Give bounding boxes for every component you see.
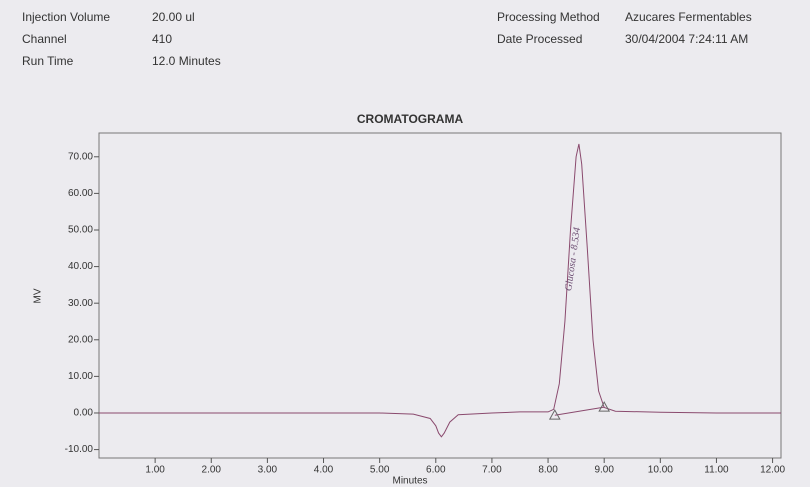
x-tick-label: 3.00 [258,465,278,476]
x-tick-label: 1.00 [145,465,165,476]
y-tick-label: -10.00 [65,444,94,455]
field-label: Run Time [22,54,74,68]
chart-title: CROMATOGRAMA [357,112,464,126]
signal-line [99,143,781,438]
x-tick-label: 2.00 [202,465,222,476]
x-axis-label: Minutes [392,476,427,487]
x-tick-label: 4.00 [314,465,334,476]
field-value: 12.0 Minutes [152,54,221,68]
x-tick-label: 9.00 [594,465,614,476]
y-tick-label: 70.00 [68,151,93,162]
x-tick-label: 10.00 [648,465,673,476]
y-tick-label: 50.00 [68,225,93,236]
y-axis-label: MV [33,288,44,303]
y-tick-label: 30.00 [68,298,93,309]
field-value: Azucares Fermentables [625,10,752,24]
integration-marker [598,401,611,412]
y-tick-label: 0.00 [74,408,94,419]
field-value: 410 [152,32,172,46]
field-value: 30/04/2004 7:24:11 AM [625,32,748,46]
field-label: Date Processed [497,32,582,46]
integration-baseline [554,406,605,416]
y-tick-label: 10.00 [68,371,93,382]
field-value: 20.00 ul [152,10,195,24]
integration-marker [548,409,561,420]
x-tick-label: 12.00 [760,465,785,476]
x-tick-label: 5.00 [370,465,390,476]
x-tick-label: 11.00 [704,465,729,476]
field-label: Processing Method [497,10,600,24]
y-tick-label: 20.00 [68,334,93,345]
x-tick-label: 7.00 [482,465,502,476]
y-tick-label: 60.00 [68,188,93,199]
field-label: Channel [22,32,67,46]
y-tick-label: 40.00 [68,261,93,272]
field-label: Injection Volume [22,10,110,24]
x-tick-label: 6.00 [426,465,446,476]
plot-frame [98,132,782,459]
x-tick-label: 8.00 [538,465,558,476]
